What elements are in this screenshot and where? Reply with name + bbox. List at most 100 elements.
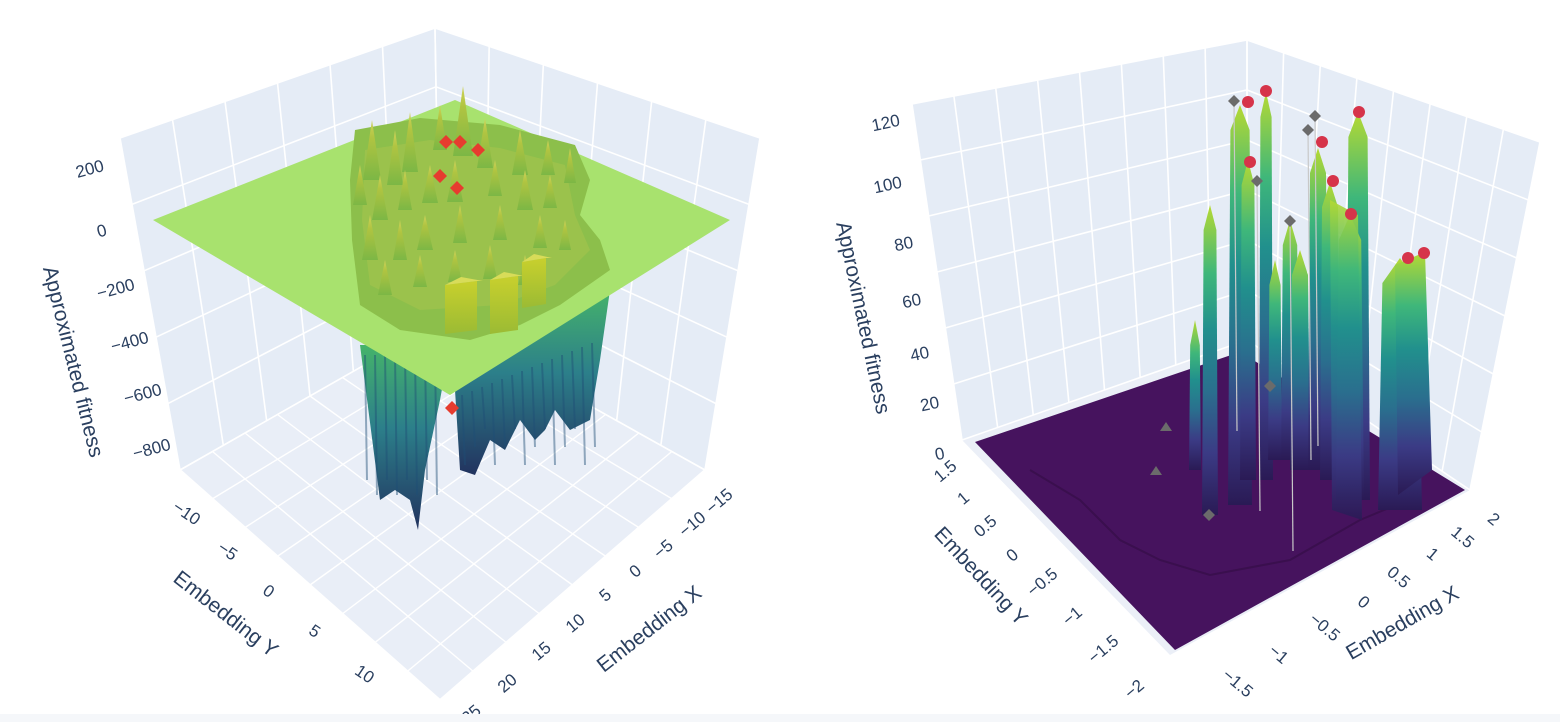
surface-peak	[1189, 320, 1201, 470]
marker-point	[453, 135, 467, 149]
surface-pit-ridge	[591, 342, 596, 448]
surface-spike	[564, 148, 576, 183]
y-tick-label: −2	[1121, 676, 1148, 703]
z-tick-label: −400	[109, 328, 151, 356]
y-tick-label: 1.5	[930, 456, 960, 486]
z-tick-label: 100	[872, 173, 904, 197]
x-axis-title: Embedding X	[1342, 582, 1463, 665]
marker-point-red	[1353, 106, 1365, 118]
z-axis-title: Approximated fitness	[831, 219, 894, 416]
surface-pit-right	[455, 290, 610, 475]
surface-block-top	[445, 277, 483, 285]
marker-point-gray	[1203, 509, 1215, 521]
surface-spike	[533, 215, 547, 248]
surface-spike	[393, 220, 407, 260]
marker-dropline	[1256, 180, 1261, 512]
marker-point	[450, 181, 464, 195]
surface-pit-left	[360, 345, 450, 530]
x-tick-label: 2	[1484, 509, 1503, 530]
marker-dropline	[1233, 100, 1238, 432]
x-tick-label: 1	[1423, 544, 1442, 565]
x-tick-label: 0	[1354, 592, 1373, 613]
surface-peak	[1240, 160, 1256, 480]
x-tick-label: 0.5	[1383, 562, 1413, 592]
gridline	[407, 450, 673, 672]
y-tick-label: 5	[305, 621, 323, 642]
surface-pit-ridge	[551, 358, 556, 466]
marker-point	[471, 143, 485, 157]
surface-pit-ridge	[394, 354, 398, 496]
x-tick-label: 0	[626, 561, 645, 582]
surface-pit-ridge	[571, 350, 576, 430]
gridline	[342, 413, 607, 615]
axis-line-y	[179, 469, 441, 701]
surface-spike	[453, 205, 467, 243]
y-tick-label: 0	[1003, 545, 1022, 566]
surface-spike	[413, 255, 427, 287]
surface-pit-ridge	[531, 366, 536, 448]
x-tick-label: 10	[562, 610, 589, 637]
gridline	[911, 39, 1541, 143]
surface-ridge	[1395, 252, 1432, 495]
surface-spike	[417, 215, 433, 250]
gridline	[704, 137, 761, 471]
gridline	[171, 119, 225, 446]
surface-pit-ridge	[561, 354, 566, 448]
surface-ridge	[1330, 200, 1362, 520]
surface-pit-ridge	[481, 386, 486, 430]
surface-block	[490, 276, 518, 334]
marker-dropline	[1289, 220, 1294, 552]
surface-spike	[541, 140, 555, 175]
y-tick-label: 0	[259, 581, 277, 602]
surface-peak	[1202, 205, 1218, 515]
surface-spike	[448, 250, 462, 282]
z-tick-label: −200	[95, 275, 137, 303]
marker-dropline	[1314, 115, 1319, 447]
marker-point-red	[1327, 175, 1339, 187]
marker-point-gray	[1150, 466, 1162, 475]
surface-block	[445, 281, 477, 334]
z-tick-label: 200	[74, 156, 106, 182]
x-tick-label: −5	[650, 536, 677, 563]
marker-point-gray	[1302, 124, 1314, 136]
marker-point-gray	[1228, 95, 1240, 107]
marker-point-gray	[1264, 380, 1276, 392]
x-tick-label: −15	[702, 485, 736, 518]
x-tick-label: −1	[1265, 641, 1292, 668]
y-tick-label: −1.5	[1084, 631, 1122, 667]
marker-point-red	[1316, 136, 1328, 148]
z-tick-label: 60	[901, 290, 923, 313]
z-tick-label: 0	[95, 221, 109, 242]
y-tick-label: 0.5	[970, 511, 1000, 541]
z-tick-label: 120	[870, 111, 902, 135]
x-tick-label: −1.5	[1219, 665, 1257, 701]
marker-point-gray	[1309, 110, 1321, 122]
gridline	[660, 119, 707, 446]
x-tick-label: −0.5	[1306, 609, 1344, 645]
surface-pit-ridge	[364, 354, 368, 481]
y-tick-label: −5	[214, 538, 241, 565]
marker-point-gray	[1284, 215, 1296, 227]
surface-spike	[378, 260, 392, 295]
gridline	[920, 89, 1529, 201]
marker-point	[445, 401, 459, 415]
surface-spike	[512, 130, 528, 175]
marker-point	[439, 135, 453, 149]
surface-pit-ridge	[491, 382, 496, 466]
y-tick-label: 1	[954, 488, 973, 509]
surface-peak	[1290, 250, 1310, 470]
surface-spike	[517, 170, 533, 210]
surface-spike	[362, 215, 378, 260]
surface-peak	[1268, 260, 1282, 460]
gridline	[119, 137, 181, 471]
surface-pit-ridge	[521, 370, 526, 466]
surface-spike	[372, 175, 388, 220]
surface-contour	[1029, 469, 1421, 577]
surface-spike	[477, 118, 493, 168]
marker-point-red	[1260, 85, 1272, 97]
surface-block-top	[490, 272, 524, 280]
